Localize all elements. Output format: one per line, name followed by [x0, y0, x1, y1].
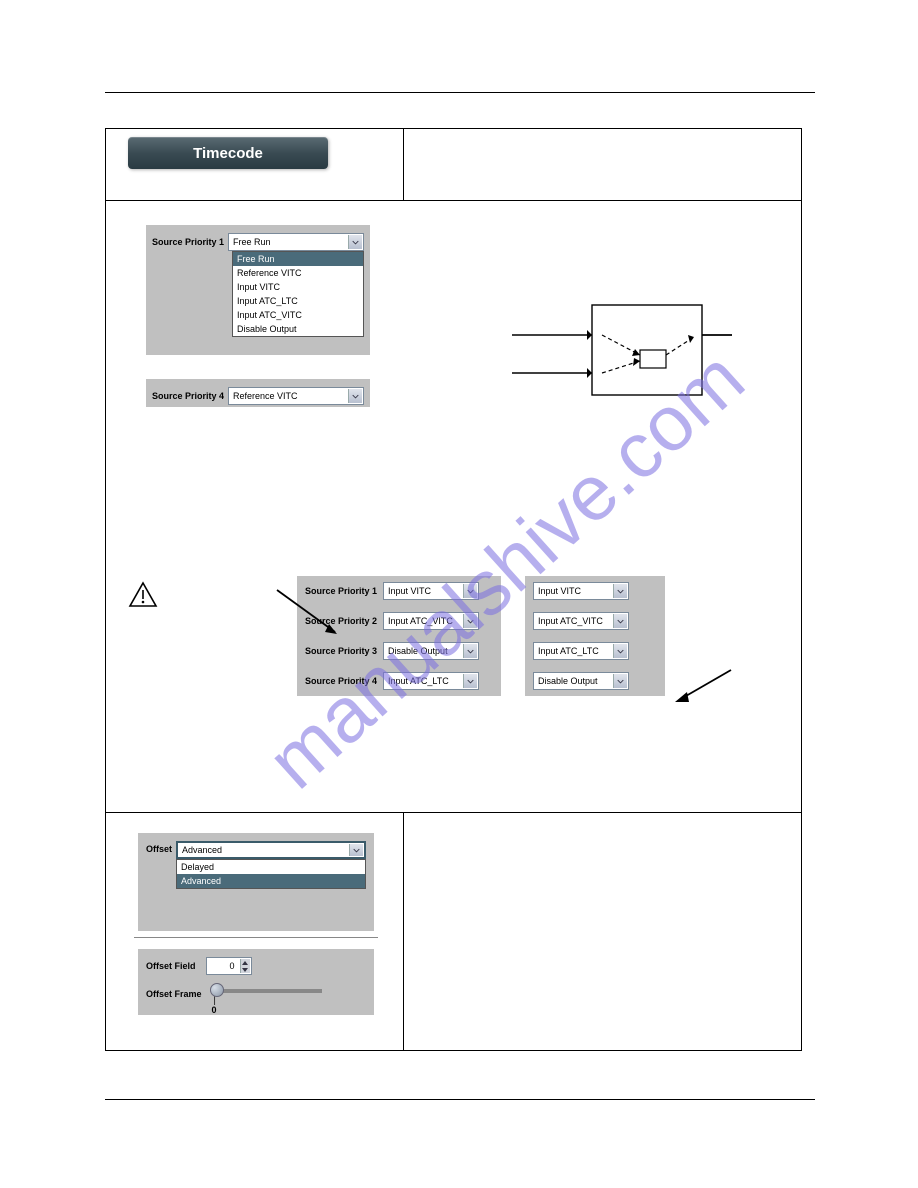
offset-option[interactable]: Advanced — [177, 874, 365, 888]
annotation-arrow-left — [275, 588, 345, 638]
sp1-option[interactable]: Input ATC_VITC — [233, 308, 363, 322]
sp4-value: Reference VITC — [233, 391, 298, 401]
page: Timecode Source Priority 1 Free Run — [0, 0, 918, 1188]
chevron-down-icon — [613, 674, 627, 688]
pg-combo[interactable]: Disable Output — [383, 642, 479, 660]
pg-value: Input ATC_LTC — [538, 646, 599, 656]
pg-combo[interactable]: Disable Output — [533, 672, 629, 690]
offset-panel: Offset Advanced Delayed Advanced — [138, 833, 374, 931]
annotation-arrow-right — [673, 668, 733, 708]
offset-frame-value: 0 — [212, 1005, 322, 1015]
chevron-down-icon — [348, 389, 362, 403]
offset-frame-slider[interactable]: | 0 — [212, 985, 322, 1015]
offset-value: Advanced — [182, 845, 222, 855]
sp1-option[interactable]: Disable Output — [233, 322, 363, 336]
warning-icon — [128, 581, 158, 608]
priority-example-right: Input VITC Input ATC_VITC Input ATC_LTC … — [525, 576, 665, 696]
pg-value: Input ATC_VITC — [388, 616, 453, 626]
pg-label: Source Priority 4 — [305, 676, 377, 686]
sp1-label: Source Priority 1 — [152, 237, 224, 247]
pg-combo[interactable]: Input ATC_VITC — [533, 612, 629, 630]
offset-label: Offset — [146, 844, 172, 854]
pg-combo[interactable]: Input VITC — [383, 582, 479, 600]
pg-combo[interactable]: Input ATC_LTC — [533, 642, 629, 660]
top-rule — [105, 92, 815, 93]
chevron-down-icon — [348, 235, 362, 249]
pg-value: Input VITC — [388, 586, 431, 596]
divider — [134, 937, 378, 938]
offset-frame-label: Offset Frame — [146, 989, 202, 999]
sp1-value: Free Run — [233, 237, 271, 247]
sp1-option[interactable]: Reference VITC — [233, 266, 363, 280]
pg-value: Disable Output — [388, 646, 448, 656]
timecode-tab-label: Timecode — [193, 145, 263, 162]
bottom-rule — [105, 1099, 815, 1100]
sp1-option[interactable]: Input ATC_LTC — [233, 294, 363, 308]
chevron-down-icon — [613, 614, 627, 628]
pg-combo[interactable]: Input ATC_VITC — [383, 612, 479, 630]
offset-field-label: Offset Field — [146, 961, 196, 971]
sp1-option[interactable]: Free Run — [233, 252, 363, 266]
chevron-down-icon — [613, 644, 627, 658]
sp1-option[interactable]: Input VITC — [233, 280, 363, 294]
sp1-combo[interactable]: Free Run — [228, 233, 364, 251]
pg-label: Source Priority 3 — [305, 646, 377, 656]
offset-option[interactable]: Delayed — [177, 860, 365, 874]
chevron-down-icon — [463, 674, 477, 688]
spinner-buttons[interactable] — [240, 959, 250, 973]
offset-field-input[interactable]: 0 — [206, 957, 252, 975]
chevron-down-icon — [349, 844, 363, 856]
chevron-down-icon — [613, 584, 627, 598]
sp1-dropdown-list: Free Run Reference VITC Input VITC Input… — [232, 251, 364, 337]
timecode-tab[interactable]: Timecode — [128, 137, 328, 169]
offset-dropdown-list: Delayed Advanced — [176, 859, 366, 889]
chevron-down-icon — [463, 584, 477, 598]
chevron-down-icon — [463, 644, 477, 658]
sp4-combo[interactable]: Reference VITC — [228, 387, 364, 405]
source-priority-4-panel: Source Priority 4 Reference VITC — [146, 379, 370, 407]
chevron-down-icon — [463, 614, 477, 628]
offset-values-panel: Offset Field 0 Offset Frame — [138, 949, 374, 1015]
pg-value: Input VITC — [538, 586, 581, 596]
source-priority-1-panel: Source Priority 1 Free Run Free Run Refe… — [146, 225, 370, 355]
offset-combo[interactable]: Advanced — [176, 841, 366, 859]
pg-value: Input ATC_VITC — [538, 616, 603, 626]
signal-diagram — [532, 309, 662, 401]
pg-combo[interactable]: Input VITC — [533, 582, 629, 600]
sp4-label: Source Priority 4 — [152, 391, 224, 401]
pg-value: Input ATC_LTC — [388, 676, 449, 686]
offset-field-value: 0 — [230, 961, 235, 971]
pg-value: Disable Output — [538, 676, 598, 686]
pg-combo[interactable]: Input ATC_LTC — [383, 672, 479, 690]
